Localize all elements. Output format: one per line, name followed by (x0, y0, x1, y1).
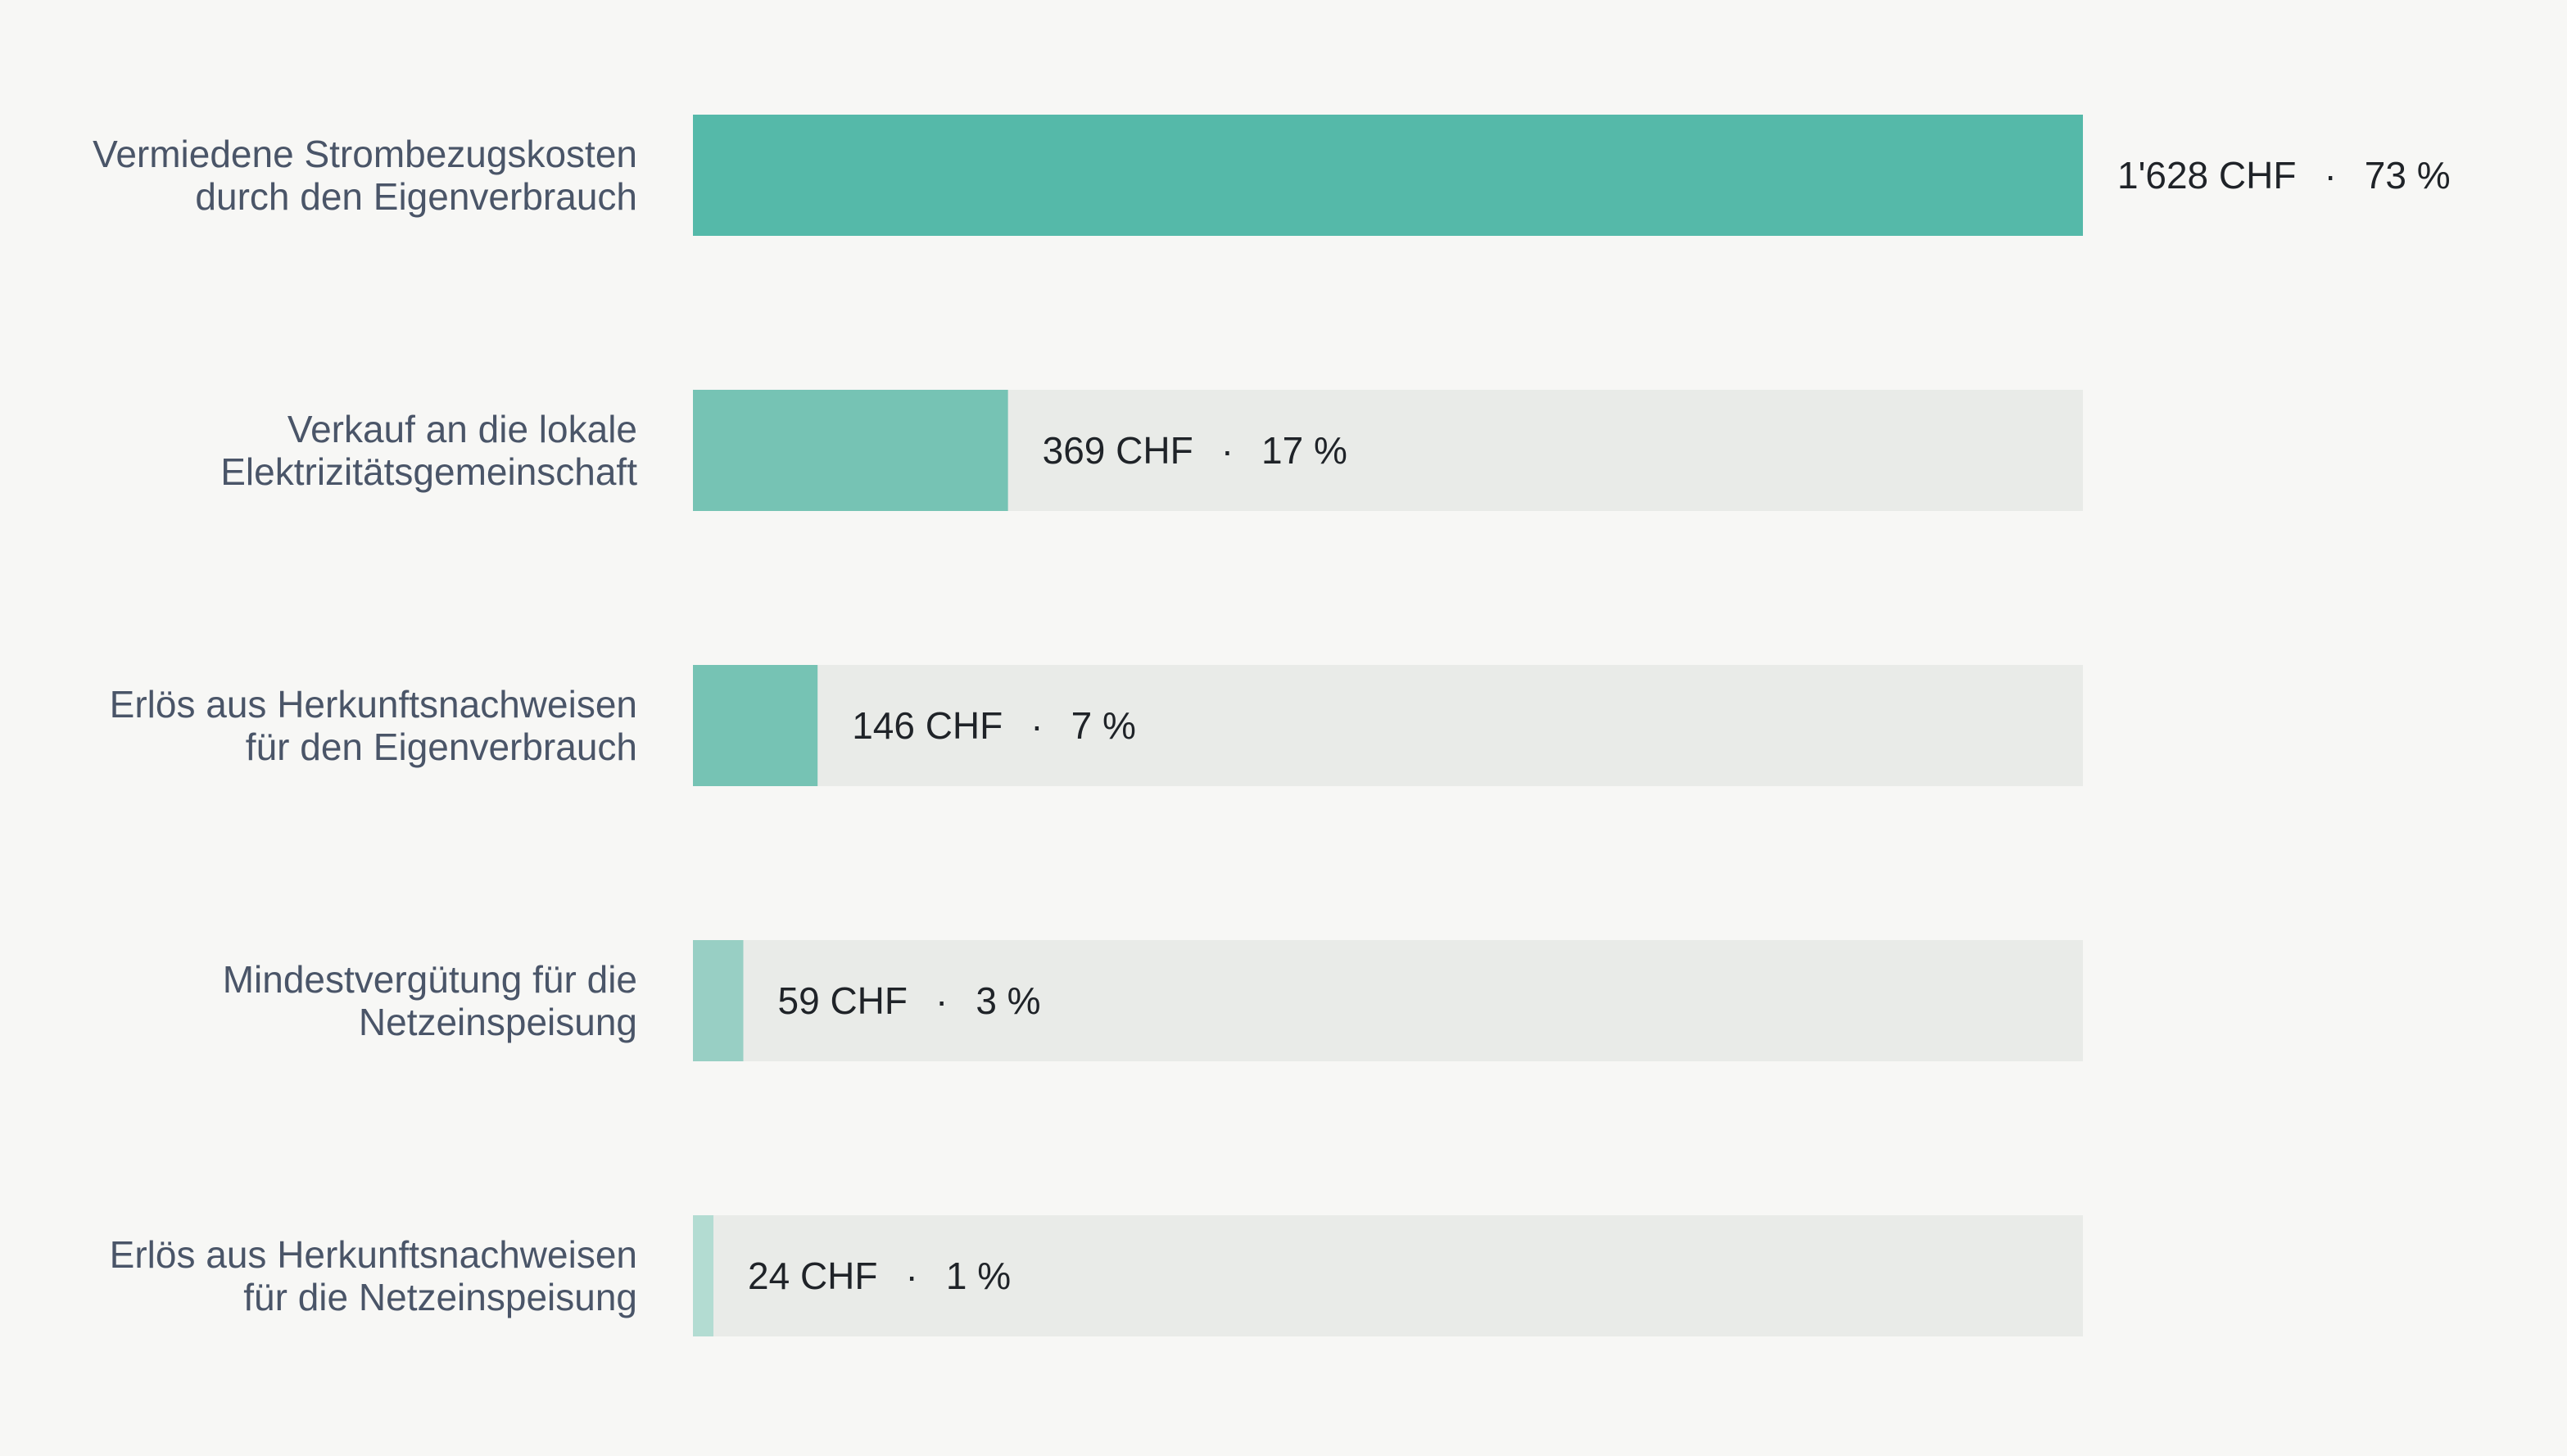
bar-row: Mindestvergütung für die Netzeinspeisung 5… (223, 940, 2083, 1061)
category-label-line: Mindestvergütung für die (223, 958, 637, 1001)
value-amount: 1'628 CHF (2117, 154, 2296, 197)
bar-track (693, 1215, 2083, 1336)
value-percent: 3 % (976, 979, 1040, 1022)
category-label-line: Netzeinspeisung (359, 1001, 637, 1043)
bar (693, 115, 2083, 236)
category-label-line: Vermiedene Strombezugskosten (93, 133, 637, 175)
bar (693, 940, 744, 1061)
category-label: Mindestvergütung für die Netzeinspeisung (223, 958, 637, 1043)
bar-track (693, 665, 2083, 786)
value-separator: · (2324, 154, 2336, 197)
bar-track (693, 940, 2083, 1061)
category-label-line: für den Eigenverbrauch (246, 726, 637, 768)
bar (693, 390, 1008, 511)
value-label: 1'628 CHF · 73 % (2117, 154, 2451, 197)
bar-row: Erlös aus Herkunftsnachweisen für den Eig… (110, 665, 2083, 786)
value-amount: 24 CHF (748, 1255, 877, 1297)
value-label: 369 CHF · 17 % (1043, 429, 1347, 472)
value-amount: 146 CHF (852, 704, 1003, 747)
value-percent: 73 % (2365, 154, 2451, 197)
category-label-line: Verkauf an die lokale (287, 408, 637, 450)
bar (693, 665, 818, 786)
value-separator: · (935, 979, 948, 1022)
bar (693, 1215, 714, 1336)
value-amount: 59 CHF (778, 979, 908, 1022)
value-label: 146 CHF · 7 % (852, 704, 1136, 747)
category-label-line: Erlös aus Herkunftsnachweisen (110, 1233, 637, 1276)
bar-row: Verkauf an die lokale Elektrizitätsgemein… (220, 390, 2083, 511)
bar-row: Erlös aus Herkunftsnachweisen für die Net… (110, 1215, 2083, 1336)
category-label: Erlös aus Herkunftsnachweisen für den Eig… (110, 683, 637, 768)
category-label-line: durch den Eigenverbrauch (195, 175, 637, 218)
value-label: 59 CHF · 3 % (778, 979, 1041, 1022)
category-label: Verkauf an die lokale Elektrizitätsgemein… (220, 408, 637, 493)
value-percent: 7 % (1071, 704, 1136, 747)
value-separator: · (906, 1255, 918, 1297)
category-label-line: Erlös aus Herkunftsnachweisen (110, 683, 637, 726)
category-label-line: Elektrizitätsgemeinschaft (220, 450, 637, 493)
value-amount: 369 CHF (1043, 429, 1193, 472)
category-label-line: für die Netzeinspeisung (243, 1276, 637, 1318)
value-label: 24 CHF · 1 % (748, 1255, 1011, 1297)
value-separator: · (1030, 704, 1043, 747)
value-separator: · (1221, 429, 1234, 472)
bar-row: Vermiedene Strombezugskosten durch den Ei… (93, 115, 2451, 236)
value-percent: 17 % (1261, 429, 1347, 472)
category-label: Vermiedene Strombezugskosten durch den Ei… (93, 133, 637, 218)
value-percent: 1 % (946, 1255, 1011, 1297)
category-label: Erlös aus Herkunftsnachweisen für die Net… (110, 1233, 637, 1318)
